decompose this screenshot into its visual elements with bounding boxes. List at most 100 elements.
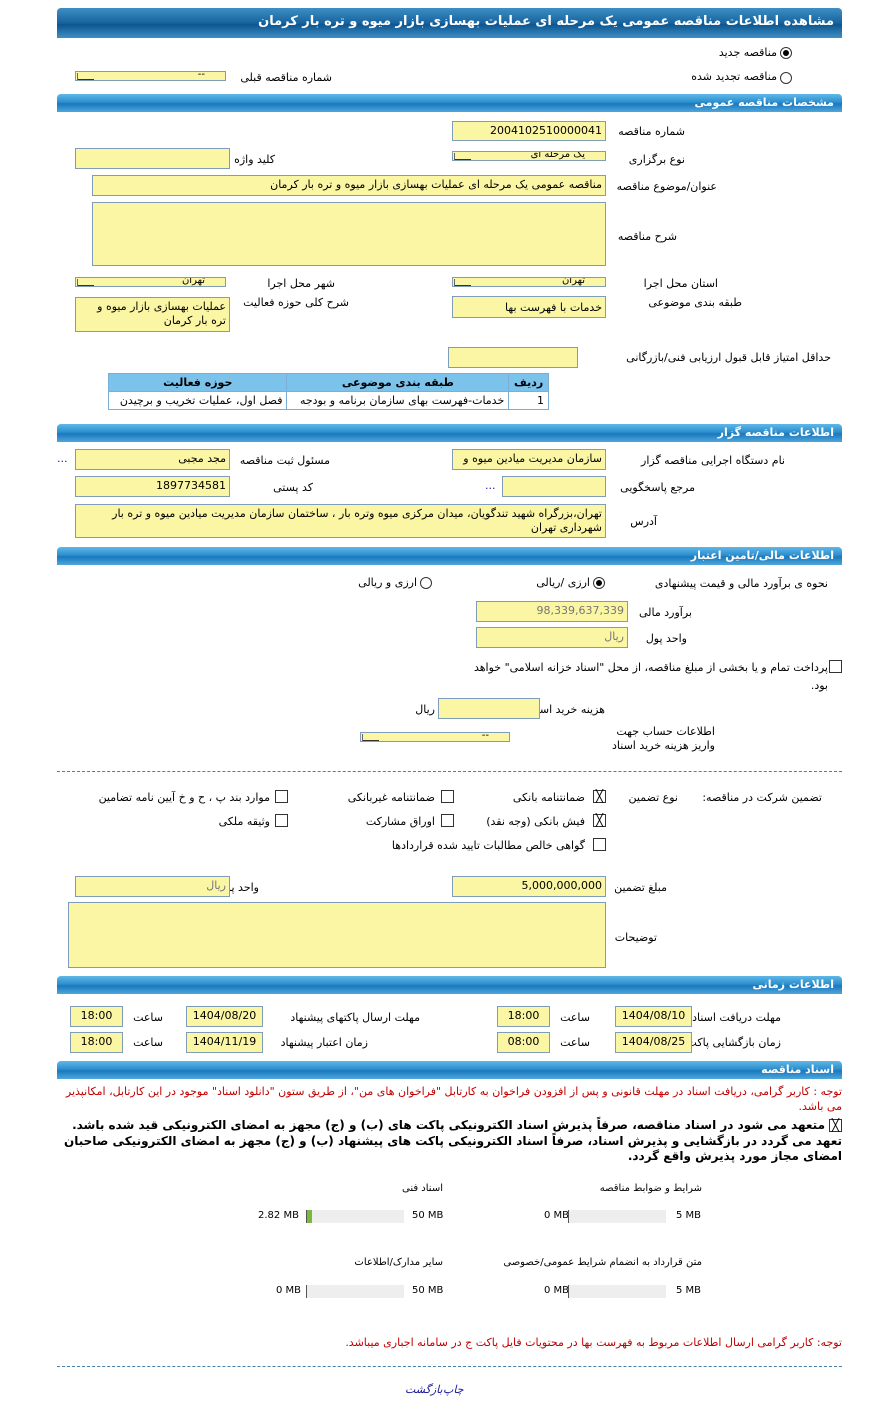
keyword-label: کلید واژه <box>234 153 275 166</box>
section-documents: اسناد مناقصه <box>57 1061 842 1079</box>
unit-field[interactable]: ریال <box>75 876 230 897</box>
activity-field[interactable]: عملیات بهسازی بازار میوه و تره بار کرمان <box>75 297 230 332</box>
radio-renewed-tender[interactable] <box>780 72 792 84</box>
page-title: مشاهده اطلاعات مناقصه عمومی یک مرحله ای … <box>57 8 842 38</box>
send-date[interactable]: 1404/08/20 <box>186 1006 263 1027</box>
subject-label: عنوان/موضوع مناقصه <box>616 180 717 193</box>
guarantee-checkbox[interactable] <box>593 838 606 851</box>
city-value: تهران <box>181 277 205 286</box>
category-field[interactable]: خدمات با فهرست بها <box>452 296 606 318</box>
guarantee-checkbox[interactable]: ╳ <box>593 814 606 827</box>
guarantee-option-label: ضمانتنامه غیربانکی <box>347 791 435 804</box>
cell: 1 <box>508 391 549 410</box>
radio-method-1[interactable] <box>593 577 605 589</box>
file-max: 50 MB <box>412 1285 444 1296</box>
dropdown-arrow-icon <box>454 153 471 160</box>
prev-tender-value: -- <box>197 71 205 80</box>
guarantee-type-label: نوع تضمین <box>628 791 678 804</box>
province-select[interactable]: تهران <box>452 277 606 287</box>
notes-field[interactable] <box>68 902 606 968</box>
guarantee-checkbox[interactable] <box>441 790 454 803</box>
valid-date[interactable]: 1404/11/19 <box>186 1032 263 1053</box>
currency-field[interactable]: ریال <box>476 627 628 648</box>
keyword-field[interactable] <box>75 148 230 169</box>
amount-field[interactable]: 5,000,000,000 <box>452 876 606 897</box>
guarantee-option-label: موارد بند پ ، ح و خ آیین نامه تضامین <box>98 791 270 804</box>
treasury-text: پرداخت تمام و یا بخشی از مبلغ مناقصه، از… <box>473 661 828 692</box>
file-label: شرایط و ضوابط مناقصه <box>599 1183 702 1194</box>
price-list-note: توجه: کاربر گرامی ارسال اطلاعات مربوط به… <box>345 1336 842 1349</box>
prev-tender-label: شماره مناقصه قبلی <box>240 71 332 84</box>
doc-receive-label: مهلت دریافت اسناد <box>692 1011 781 1024</box>
min-score-label: حداقل امتیاز قابل قبول ارزیابی فنی/بازرگ… <box>626 351 831 364</box>
min-score-field[interactable] <box>448 347 578 368</box>
time-label: ساعت <box>133 1011 163 1024</box>
estimate-field[interactable]: 98,339,637,339 <box>476 601 628 622</box>
guarantee-checkbox[interactable]: ╳ <box>593 790 606 803</box>
guarantee-option-label: گواهی خالص مطالبات تایید شده قراردادها <box>391 839 585 852</box>
divider <box>57 1366 842 1367</box>
estimate-label: برآورد مالی <box>639 606 692 619</box>
open-time[interactable]: 08:00 <box>497 1032 550 1053</box>
file-max: 5 MB <box>676 1210 702 1221</box>
file-used: 0 MB <box>544 1210 570 1221</box>
file-label: سایر مدارک/اطلاعات <box>354 1257 443 1268</box>
valid-time[interactable]: 18:00 <box>70 1032 123 1053</box>
dropdown-arrow-icon <box>362 734 379 741</box>
doc-receive-date[interactable]: 1404/08/10 <box>615 1006 692 1027</box>
city-select[interactable]: تهران <box>75 277 226 287</box>
doc-cost-field[interactable] <box>438 698 540 719</box>
section-general: مشخصات مناقصه عمومی <box>57 94 842 112</box>
doc-receive-time[interactable]: 18:00 <box>497 1006 550 1027</box>
commit-text-1: متعهد می شود در اسناد مناقصه، صرفاً پذیر… <box>72 1118 825 1132</box>
time-label: ساعت <box>560 1036 590 1049</box>
account-select[interactable]: -- <box>360 732 510 742</box>
postal-field[interactable]: 1897734581 <box>75 476 230 497</box>
ref-field[interactable] <box>502 476 606 497</box>
tender-number-label: شماره مناقصه <box>618 125 685 138</box>
notes-label: توضیحات <box>614 931 657 944</box>
registrar-more-link[interactable]: ... <box>57 452 68 465</box>
address-label: آدرس <box>630 515 657 528</box>
file-progress <box>306 1210 404 1223</box>
treasury-checkbox[interactable] <box>829 660 842 673</box>
file-used: 0 MB <box>544 1285 570 1296</box>
ref-more-link[interactable]: ... <box>485 479 496 492</box>
city-label: شهر محل اجرا <box>267 277 335 290</box>
time-label: ساعت <box>133 1036 163 1049</box>
org-field[interactable]: سازمان مدیریت میادین میوه و <box>452 449 606 470</box>
col-row: ردیف <box>508 373 549 392</box>
registrar-field[interactable]: مجد مجبی <box>75 449 230 470</box>
currency-label: واحد پول <box>645 632 687 645</box>
file-max: 5 MB <box>676 1285 702 1296</box>
commit-checkbox[interactable]: ╳ <box>829 1119 842 1132</box>
guarantee-checkbox[interactable] <box>275 814 288 827</box>
description-field[interactable] <box>92 202 606 266</box>
doc-cost-unit: ریال <box>415 703 435 716</box>
send-time[interactable]: 18:00 <box>70 1006 123 1027</box>
documents-notes-block: توجه : کاربر گرامی، دریافت اسناد در مهلت… <box>52 1084 842 1164</box>
time-label: ساعت <box>560 1011 590 1024</box>
type-select[interactable]: یک مرحله ای <box>452 151 606 161</box>
print-link[interactable]: چاپ <box>443 1383 464 1396</box>
method-label: نحوه ی برآورد مالی و قیمت پیشنهادی <box>654 577 828 590</box>
file-progress <box>568 1210 666 1223</box>
guarantee-checkbox[interactable] <box>441 814 454 827</box>
address-field[interactable]: تهران،بزرگراه شهید تندگویان، میدان مرکزی… <box>75 504 606 538</box>
guarantee-option-label: ضمانتنامه بانکی <box>512 791 585 804</box>
doc-cost-label: هزینه خرید اسناد <box>528 703 605 716</box>
col-activity: حوزه فعالیت <box>107 373 288 392</box>
back-link[interactable]: بازگشت <box>405 1383 443 1396</box>
open-date[interactable]: 1404/08/25 <box>615 1032 692 1053</box>
subject-field[interactable]: مناقصه عمومی یک مرحله ای عملیات بهسازی ب… <box>92 175 606 196</box>
registrar-label: مسئول ثبت مناقصه <box>239 454 330 467</box>
guarantee-checkbox[interactable] <box>275 790 288 803</box>
radio-method-2[interactable] <box>420 577 432 589</box>
radio-new-tender[interactable] <box>780 47 792 59</box>
commit-row-1: ╳ متعهد می شود در اسناد مناقصه، صرفاً پذی… <box>52 1117 842 1133</box>
commit-text-2: تعهد می گردد در بازگشایی و پذیرش اسناد، … <box>63 1134 842 1163</box>
postal-label: کد پستی <box>273 481 313 494</box>
tender-number-field[interactable]: 2004102510000041 <box>452 121 606 141</box>
prev-tender-select[interactable]: -- <box>75 71 226 81</box>
guarantee-label: تضمین شرکت در مناقصه: <box>702 791 822 804</box>
